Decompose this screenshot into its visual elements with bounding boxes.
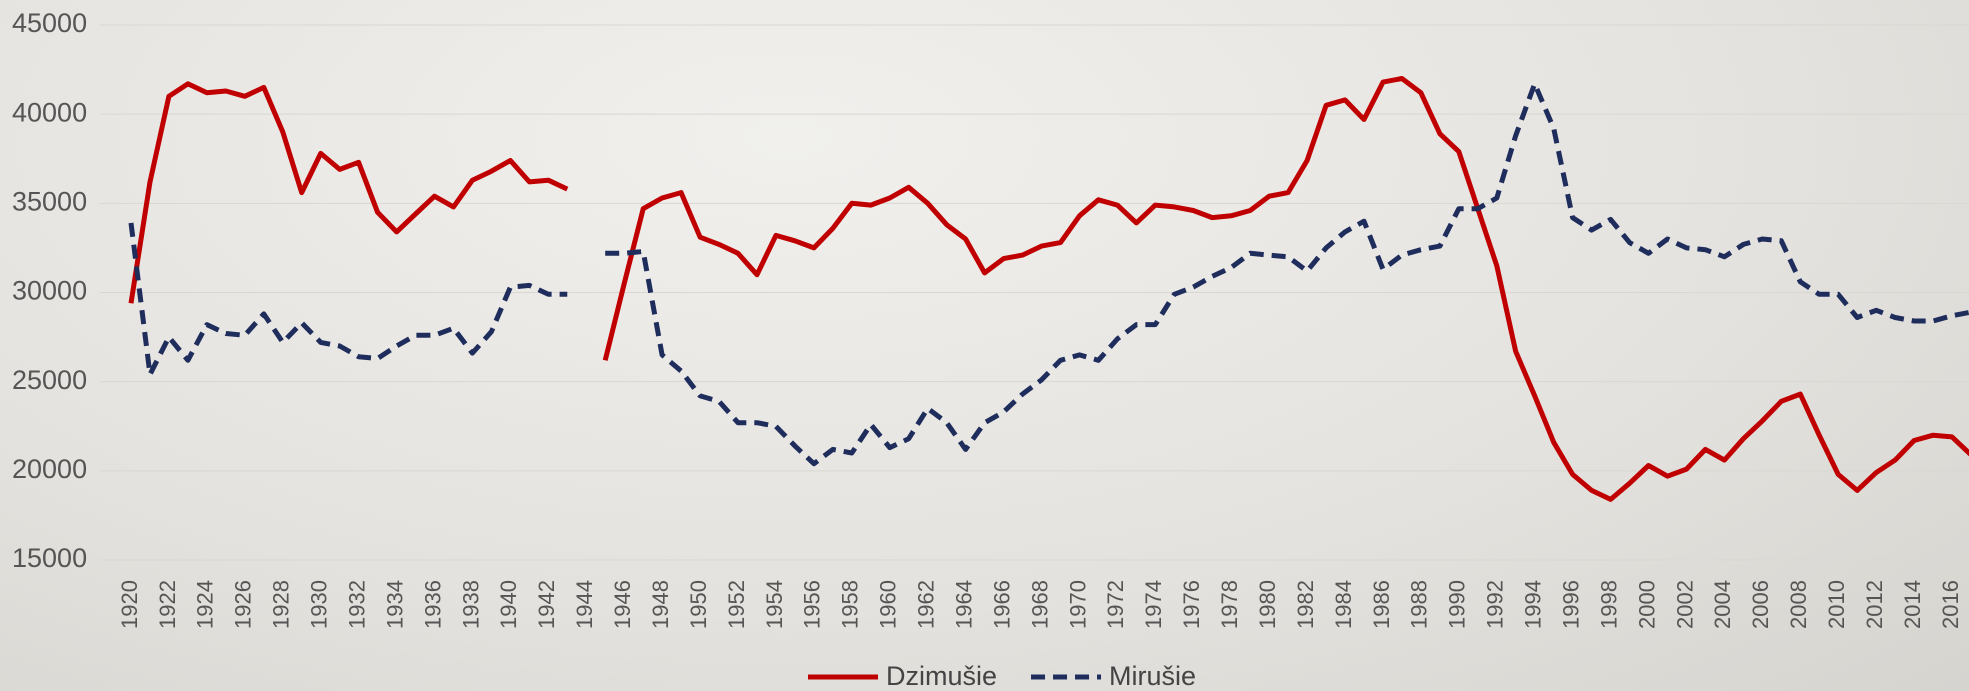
line-series <box>128 81 1969 467</box>
x-tick-label: 2000 <box>1634 580 1659 629</box>
x-tick-label: 1932 <box>344 580 369 629</box>
x-tick-label: 1954 <box>762 580 787 629</box>
line-series <box>128 76 1969 502</box>
x-tick-label: 1936 <box>420 580 445 629</box>
x-tick-label: 1978 <box>1217 580 1242 629</box>
x-tick-label: 1930 <box>307 580 332 629</box>
legend-label: Dzimušie <box>886 661 997 691</box>
x-tick-label: 1934 <box>382 580 407 629</box>
x-tick-label: 1964 <box>951 580 976 629</box>
x-tick-label: 1998 <box>1596 580 1621 629</box>
x-tick-label: 1994 <box>1521 580 1546 629</box>
x-tick-label: 1926 <box>231 580 256 629</box>
x-tick-label: 1944 <box>572 580 597 629</box>
x-tick-label: 1976 <box>1179 580 1204 629</box>
x-tick-label: 2010 <box>1824 580 1849 629</box>
x-tick-label: 1940 <box>496 580 521 629</box>
x-tick-label: 1946 <box>610 580 635 629</box>
x-tick-label: 1970 <box>1065 580 1090 629</box>
x-tick-label: 1922 <box>155 580 180 629</box>
x-tick-label: 1952 <box>724 580 749 629</box>
x-tick-label: 1974 <box>1141 580 1166 629</box>
x-tick-label: 1982 <box>1293 580 1318 629</box>
x-tick-label: 1996 <box>1558 580 1583 629</box>
x-tick-label: 2016 <box>1938 580 1963 629</box>
x-tick-label: 1966 <box>989 580 1014 629</box>
x-tick-label: 2004 <box>1710 580 1735 629</box>
y-tick-label: 25000 <box>12 365 87 395</box>
legend-label: Mirušie <box>1109 661 1196 691</box>
x-tick-label: 1984 <box>1331 580 1356 629</box>
x-tick-label: 1992 <box>1483 580 1508 629</box>
y-tick-label: 35000 <box>12 186 87 216</box>
x-tick-label: 1958 <box>838 580 863 629</box>
x-tick-label: 1962 <box>914 580 939 629</box>
y-tick-label: 20000 <box>12 454 87 484</box>
x-tick-label: 1968 <box>1027 580 1052 629</box>
x-tick-label: 1924 <box>193 580 218 629</box>
x-tick-label: 1980 <box>1255 580 1280 629</box>
x-tick-label: 2002 <box>1672 580 1697 629</box>
x-tick-label: 1938 <box>458 580 483 629</box>
y-tick-label: 15000 <box>12 543 87 573</box>
y-tick-label: 45000 <box>12 8 87 38</box>
x-tick-label: 1928 <box>269 580 294 629</box>
x-tick-label: 2006 <box>1748 580 1773 629</box>
x-tick-label: 2012 <box>1862 580 1887 629</box>
x-tick-label: 1972 <box>1103 580 1128 629</box>
x-tick-label: 2014 <box>1900 580 1925 629</box>
x-tick-label: 1948 <box>648 580 673 629</box>
x-tick-label: 1950 <box>686 580 711 629</box>
y-tick-label: 40000 <box>12 97 87 127</box>
x-tick-label: 2008 <box>1786 580 1811 629</box>
x-tick-label: 1988 <box>1407 580 1432 629</box>
x-tick-label: 1956 <box>800 580 825 629</box>
x-tick-label: 1920 <box>117 580 142 629</box>
y-tick-label: 30000 <box>12 276 87 306</box>
x-tick-label: 1986 <box>1369 580 1394 629</box>
x-tick-label: 1960 <box>876 580 901 629</box>
x-tick-label: 1990 <box>1445 580 1470 629</box>
x-tick-label: 1942 <box>534 580 559 629</box>
